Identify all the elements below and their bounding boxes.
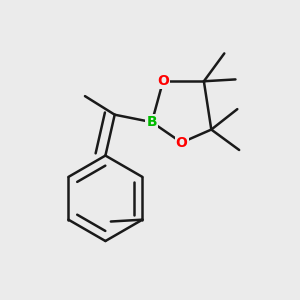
Text: O: O [157, 74, 169, 88]
Text: O: O [176, 136, 188, 150]
Text: B: B [146, 115, 157, 129]
